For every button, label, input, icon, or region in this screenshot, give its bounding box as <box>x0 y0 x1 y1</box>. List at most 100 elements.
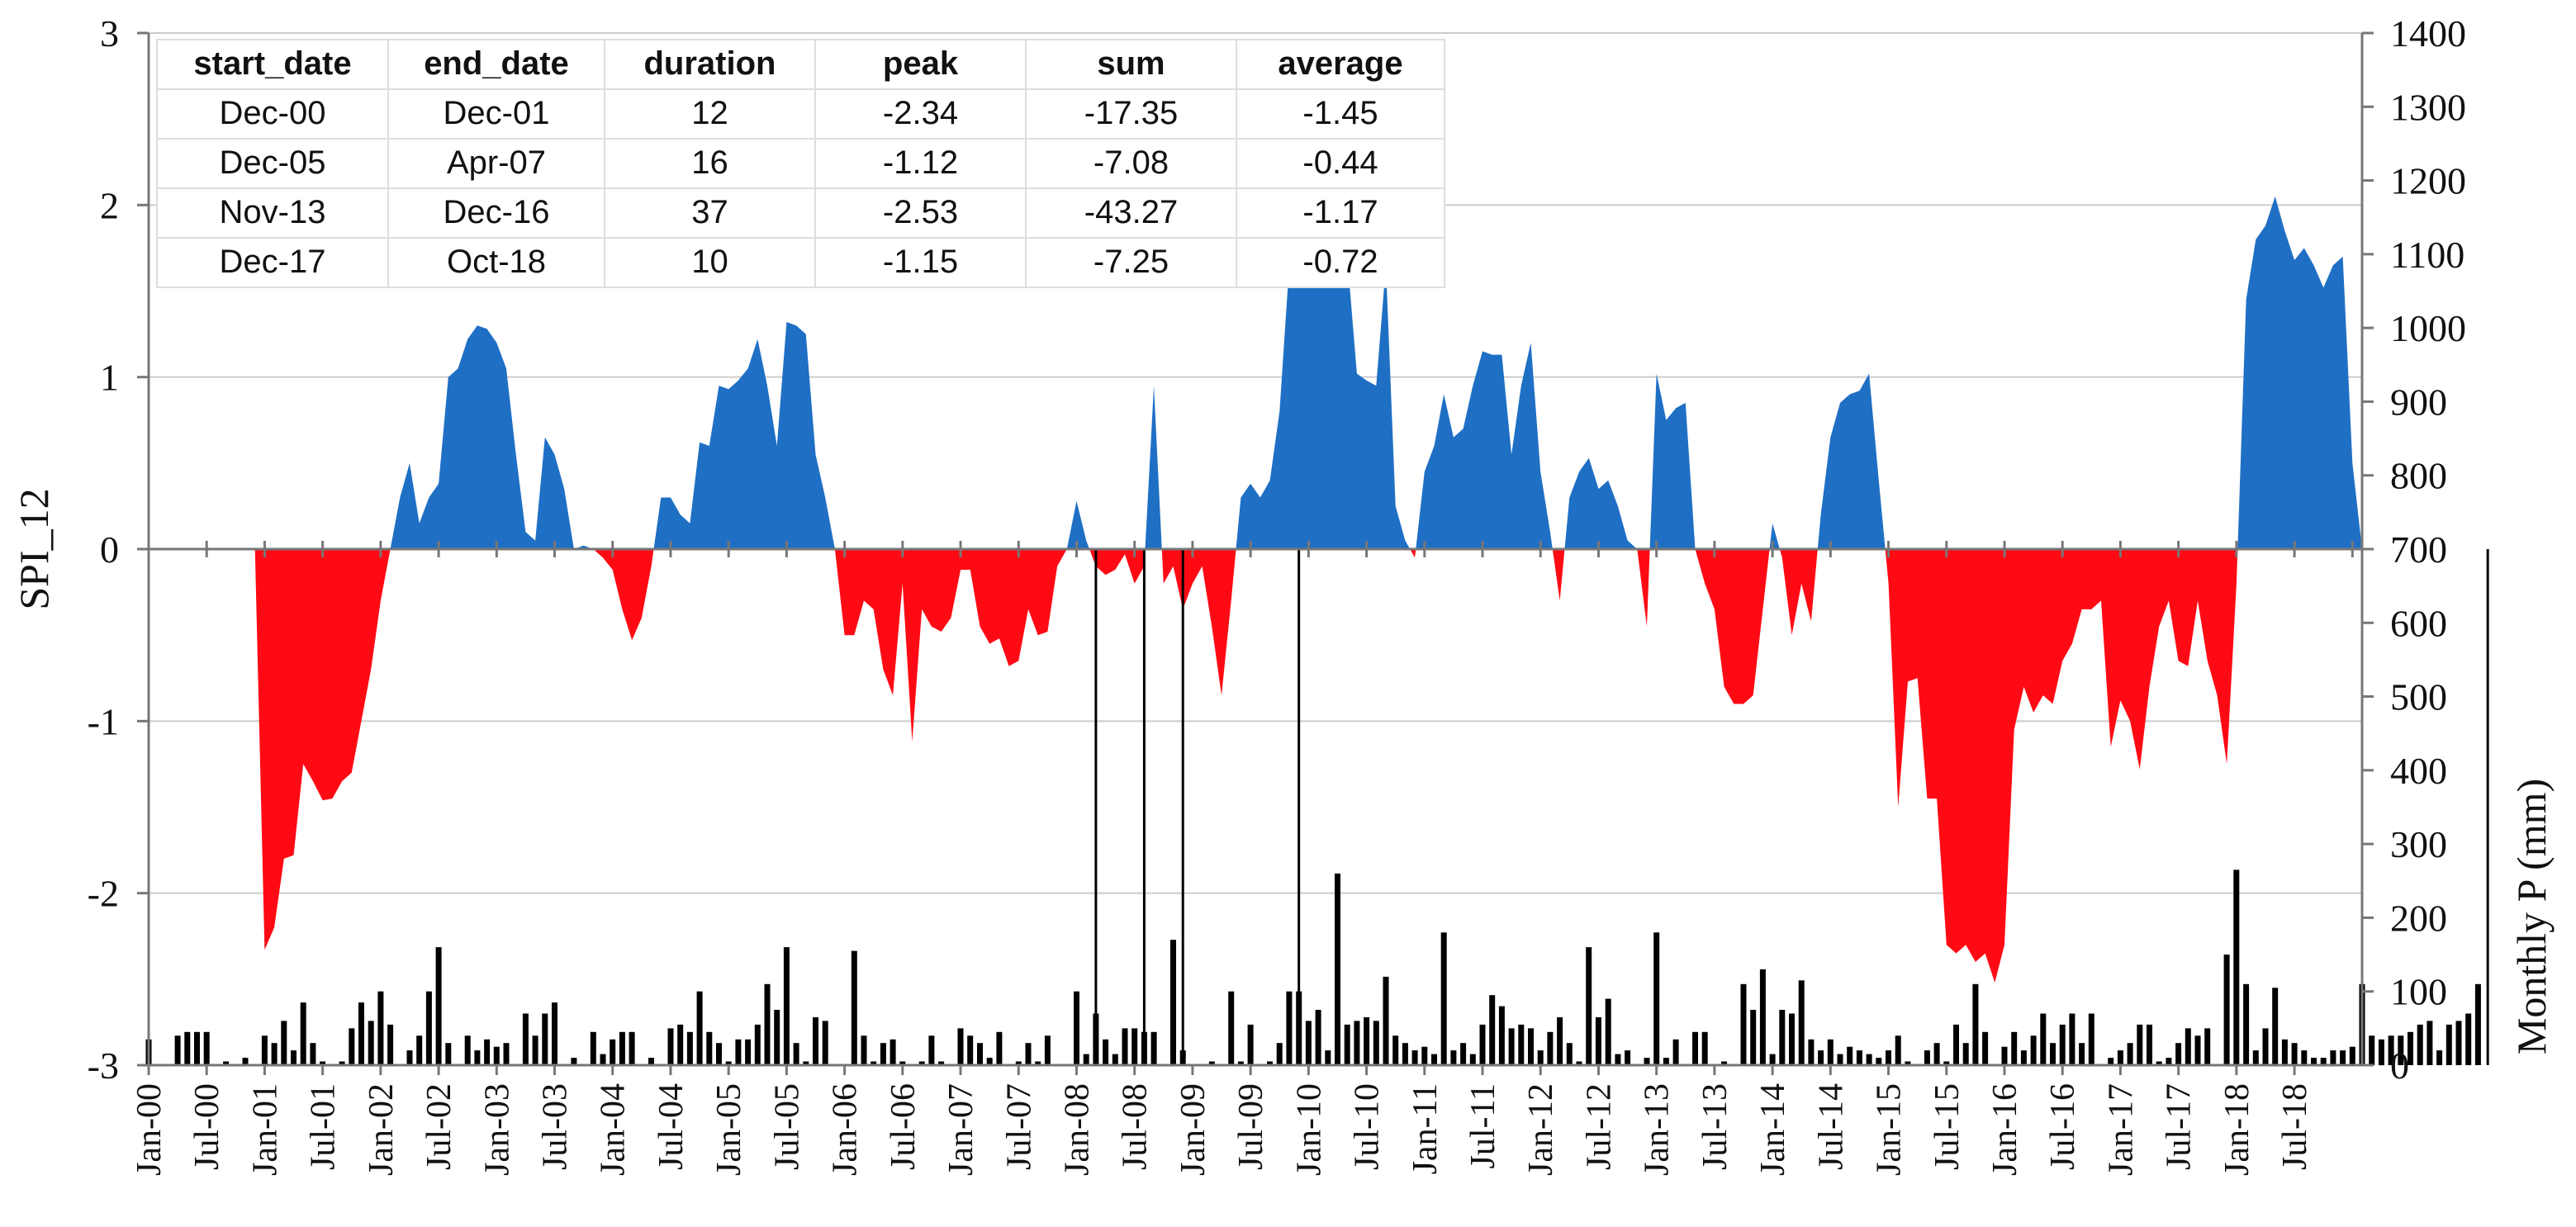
x-tick-label: Jul-04 <box>652 1083 690 1170</box>
table-cell: -43.27 <box>1084 194 1178 230</box>
precip-bar <box>1740 983 1747 1065</box>
precip-bar <box>754 1024 761 1065</box>
table-header-cell: duration <box>644 45 776 82</box>
precip-bar <box>1982 1031 1989 1065</box>
precip-bar <box>484 1039 491 1066</box>
y-tick-label: -3 <box>88 1045 119 1087</box>
precip-bar <box>2369 1035 2375 1065</box>
precip-bar <box>1866 1054 1872 1065</box>
precip-bar <box>2147 1024 2152 1065</box>
precip-bar <box>1286 991 1293 1065</box>
y-tick-label: 3 <box>100 12 119 54</box>
y-tick-label: -2 <box>88 873 119 915</box>
precip-bar <box>2175 1043 2182 1065</box>
precip-bar <box>2272 988 2279 1066</box>
x-tick-label: Jul-11 <box>1464 1083 1502 1168</box>
precip-bar <box>590 1031 596 1065</box>
table-cell: -2.34 <box>883 95 958 131</box>
y2-tick-label: 500 <box>2390 676 2447 718</box>
precip-bar <box>2436 1050 2443 1065</box>
table-header-cell: average <box>1278 45 1402 82</box>
precip-bar <box>2417 1024 2423 1065</box>
precip-bar <box>474 1050 481 1065</box>
precip-bar <box>986 1058 993 1065</box>
precip-bar <box>2194 1035 2201 1065</box>
x-tick-label: Jul-02 <box>420 1083 458 1170</box>
y2-tick-label: 700 <box>2390 528 2447 571</box>
precip-bar <box>1450 1050 1457 1065</box>
precip-bar <box>387 1024 394 1065</box>
precip-bar <box>1508 1028 1515 1065</box>
precip-bar <box>425 991 432 1065</box>
precip-bar <box>2233 869 2240 1065</box>
precip-bar <box>1518 1024 1525 1065</box>
precip-bar <box>435 947 442 1065</box>
y2-tick-label: 100 <box>2390 971 2447 1013</box>
precip-bar <box>300 1002 306 1065</box>
precip-bar <box>2446 1024 2452 1065</box>
table-cell: -7.25 <box>1093 244 1169 280</box>
precip-bar <box>2262 1028 2269 1065</box>
precip-bar <box>2166 1058 2172 1065</box>
precip-bar <box>1837 1054 1843 1065</box>
precip-bar <box>861 1035 867 1065</box>
precip-bar <box>261 1035 268 1065</box>
y-tick-label: 2 <box>100 184 119 226</box>
table-cell: -1.17 <box>1302 194 1378 230</box>
precip-bar <box>1644 1058 1650 1065</box>
precip-bar <box>2050 1043 2056 1065</box>
precip-bar <box>1595 1017 1601 1065</box>
precip-bar <box>203 1031 210 1065</box>
precip-bar <box>1392 1035 1399 1065</box>
precip-bar <box>174 1035 181 1065</box>
precip-bar <box>1112 1054 1118 1065</box>
precip-bar <box>918 1061 925 1065</box>
precip-bar <box>706 1031 713 1065</box>
table-cell: 16 <box>691 144 728 181</box>
table-cell: -0.44 <box>1302 144 1378 181</box>
spi-area-series <box>149 196 2362 983</box>
table-cell: -7.08 <box>1093 144 1169 181</box>
x-tick-label: Jul-08 <box>1117 1083 1155 1170</box>
precip-bar <box>1886 1050 1891 1065</box>
precip-bar <box>1421 1046 1428 1065</box>
precip-bar <box>2465 1013 2472 1065</box>
precip-bar <box>1015 1061 1022 1065</box>
x-tick-label: Jul-13 <box>1696 1083 1734 1170</box>
precip-bar <box>368 1021 374 1065</box>
precip-bar <box>2204 1028 2211 1065</box>
y2-tick-label: 400 <box>2390 750 2447 792</box>
precip-bar <box>1943 1061 1950 1065</box>
table-cell: Apr-07 <box>447 144 546 181</box>
x-tick-label: Jan-13 <box>1639 1083 1677 1176</box>
precip-bar <box>2340 1050 2346 1065</box>
precip-bar <box>1672 1039 1679 1066</box>
precip-bar <box>1789 1013 1795 1065</box>
precip-bar <box>1325 1050 1331 1065</box>
precip-bar <box>223 1061 230 1065</box>
precip-bar <box>1663 1058 1669 1065</box>
drought-table: start_date Dec-00 Dec-05 Nov-13 Dec-17 end_da… <box>156 39 1445 288</box>
y2-tick-label: 300 <box>2390 823 2447 865</box>
y-tick-label: 1 <box>100 357 119 399</box>
precip-bar <box>1383 976 1389 1065</box>
precip-bar <box>2030 1035 2037 1065</box>
precip-bar <box>1557 1017 1563 1065</box>
precip-bar <box>1759 969 1766 1065</box>
precip-bar <box>648 1058 654 1065</box>
x-tick-label: Jan-02 <box>363 1083 401 1176</box>
precip-bar <box>977 1043 983 1065</box>
precip-bar <box>1576 1061 1582 1065</box>
precip-bar <box>677 1024 684 1065</box>
y2-tick-label: 1100 <box>2390 234 2465 276</box>
precip-bar <box>1750 1010 1757 1065</box>
precip-bar <box>1344 1024 1350 1065</box>
x-tick-label: Jan-07 <box>942 1083 980 1176</box>
precip-bar <box>1044 1035 1051 1065</box>
precip-bar <box>1150 1031 1157 1065</box>
precip-bar <box>522 1013 529 1065</box>
precip-bar <box>1498 1006 1505 1065</box>
precip-bar <box>928 1035 935 1065</box>
y2-tick-label: 200 <box>2390 897 2447 939</box>
precip-bar <box>600 1054 606 1065</box>
